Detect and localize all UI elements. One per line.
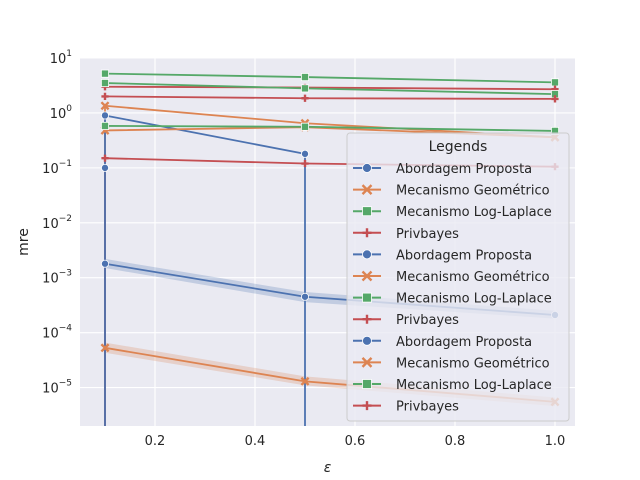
legend-label: Abordagem Proposta: [396, 248, 532, 263]
data-point: [551, 95, 559, 103]
legend-entry: Abordagem Proposta: [353, 248, 532, 263]
data-point: [300, 122, 309, 131]
x-tick-label: 0.8: [445, 434, 466, 449]
x-axis-ticks: 0.2 0.4 0.6 0.8 1.0: [145, 434, 566, 449]
legend-label: Mecanismo Geométrico: [396, 356, 550, 371]
legend-entry: Mecanismo Log-Laplace: [353, 292, 552, 307]
data-point: [300, 376, 310, 386]
legend-label: Mecanismo Geométrico: [396, 184, 550, 199]
y-tick-label: 10−3: [42, 269, 72, 287]
legend-entry: Mecanismo Geométrico: [353, 184, 550, 199]
y-tick-label: 10−4: [42, 324, 72, 342]
y-tick-label: 101: [50, 49, 72, 67]
legend-entry: Mecanismo Log-Laplace: [353, 378, 552, 393]
series-markers: [100, 69, 560, 407]
legend-entry: Mecanismo Log-Laplace: [353, 205, 552, 220]
data-point: [100, 101, 110, 111]
legend-entries: Abordagem Proposta Mecanismo Geométrico Me…: [353, 162, 552, 415]
legend-label: Mecanismo Geométrico: [396, 270, 550, 285]
legend-label: Mecanismo Log-Laplace: [396, 292, 552, 307]
x-tick-label: 1.0: [545, 434, 566, 449]
data-point: [101, 163, 110, 172]
data-point: [361, 184, 373, 195]
legend-label: Privbayes: [396, 313, 459, 328]
x-tick-label: 0.6: [345, 434, 366, 449]
y-tick-label: 10−5: [42, 379, 72, 397]
legend-label: Mecanismo Log-Laplace: [396, 378, 552, 393]
y-axis-label: mre: [16, 228, 32, 256]
x-axis-label: ε: [324, 460, 332, 476]
legend-entry: Privbayes: [353, 227, 459, 242]
legend-label: Privbayes: [396, 400, 459, 415]
data-point: [101, 69, 110, 78]
legend-entry: Privbayes: [353, 400, 459, 415]
y-axis-ticks: 10−5 10−4 10−3 10−2 10−1 100 101: [42, 49, 72, 397]
legend-label: Privbayes: [396, 227, 459, 242]
series-line: [104, 114, 306, 155]
legend-label: Abordagem Proposta: [396, 162, 532, 177]
legend-title: Legends: [429, 139, 488, 155]
data-point: [300, 84, 309, 93]
legend-label: Abordagem Proposta: [396, 335, 532, 350]
data-point: [551, 78, 560, 87]
data-point: [101, 92, 109, 100]
data-point: [362, 249, 372, 260]
legend-entry: Abordagem Proposta: [353, 162, 532, 177]
data-point: [300, 292, 309, 301]
x-tick-label: 0.2: [145, 434, 166, 449]
data-point: [362, 292, 372, 303]
y-tick-label: 100: [50, 104, 73, 122]
legend-label: Mecanismo Log-Laplace: [396, 205, 552, 220]
data-point: [101, 79, 110, 88]
data-point: [362, 379, 372, 389]
data-point: [361, 357, 373, 368]
data-point: [301, 94, 309, 102]
data-point: [362, 206, 372, 217]
data-point: [101, 111, 110, 120]
data-point: [361, 270, 373, 282]
legend: Legends Abordagem Proposta Mecanismo Geom…: [346, 132, 570, 422]
data-point: [101, 121, 110, 130]
legend-entry: Privbayes: [353, 313, 459, 328]
data-point: [362, 335, 372, 346]
y-tick-label: 10−2: [42, 214, 72, 232]
data-point: [100, 343, 110, 353]
data-point: [362, 228, 372, 238]
data-point: [300, 149, 309, 158]
data-point: [101, 259, 110, 268]
x-tick-label: 0.4: [245, 434, 266, 449]
data-point: [362, 163, 372, 173]
data-point: [300, 73, 309, 82]
legend-entry: Abordagem Proposta: [353, 335, 532, 350]
data-point: [101, 154, 109, 162]
y-tick-label: 10−1: [42, 159, 72, 177]
data-point: [362, 314, 372, 324]
data-point: [362, 401, 372, 411]
legend-box: [346, 132, 570, 422]
legend-entry: Mecanismo Geométrico: [353, 270, 550, 285]
legend-entry: Mecanismo Geométrico: [353, 356, 550, 371]
data-point: [301, 159, 309, 168]
